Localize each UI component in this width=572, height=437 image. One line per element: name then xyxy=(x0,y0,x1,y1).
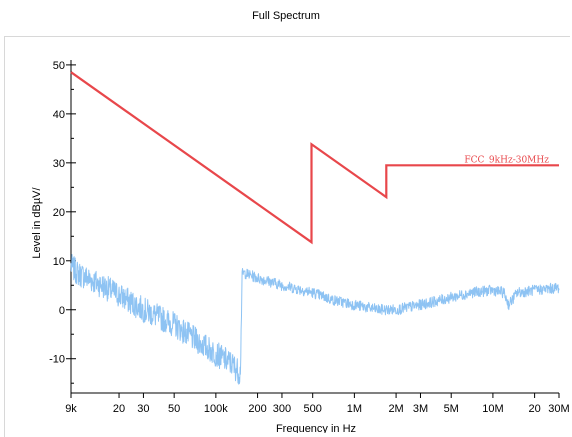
x-tick-label: 100k xyxy=(204,403,228,415)
x-tick-label: 200 xyxy=(248,403,266,415)
legend-fcc-limit: FCC_9kHz-30MHz xyxy=(464,155,549,165)
x-tick-label: 500 xyxy=(304,403,322,415)
y-tick-label: 10 xyxy=(53,256,65,268)
fcc-limit-line xyxy=(70,71,559,245)
y-tick-label: 30 xyxy=(53,158,65,170)
x-tick-label: 9k xyxy=(65,403,77,415)
x-axis-title: Frequency in Hz xyxy=(276,423,356,433)
y-tick-label: 40 xyxy=(53,109,65,121)
y-tick-label: 50 xyxy=(53,60,65,72)
x-tick-label: 1M xyxy=(347,403,362,415)
measurement-trace xyxy=(70,254,560,385)
x-tick-labels: 9k 20 30 50 100k 200 300 500 1M 2M 3M 5M 10M 20 30M xyxy=(65,403,570,415)
x-tick-label: 30 xyxy=(137,403,149,415)
x-tick-label: 20 xyxy=(113,403,125,415)
chart-title: Full Spectrum xyxy=(252,10,320,22)
x-tick-label: 50 xyxy=(168,403,180,415)
y-tick-label: 0 xyxy=(59,305,65,317)
x-tick-label: 10M xyxy=(482,403,503,415)
x-tick-label: 30M xyxy=(548,403,569,415)
x-tick-label: 3M xyxy=(413,403,428,415)
x-tick-label: 2M xyxy=(388,403,403,415)
axes xyxy=(66,60,560,398)
y-tick-label: 20 xyxy=(53,207,65,219)
series-layer xyxy=(70,71,560,385)
y-axis-title: Level in dBµV/ xyxy=(31,186,43,258)
chart-frame xyxy=(4,36,570,437)
x-tick-label: 20 xyxy=(528,403,540,415)
y-tick-labels: 50 40 30 20 10 0 -10 xyxy=(49,60,65,366)
x-tick-label: 300 xyxy=(273,403,291,415)
x-tick-label: 5M xyxy=(444,403,459,415)
y-tick-label: -10 xyxy=(49,354,65,366)
